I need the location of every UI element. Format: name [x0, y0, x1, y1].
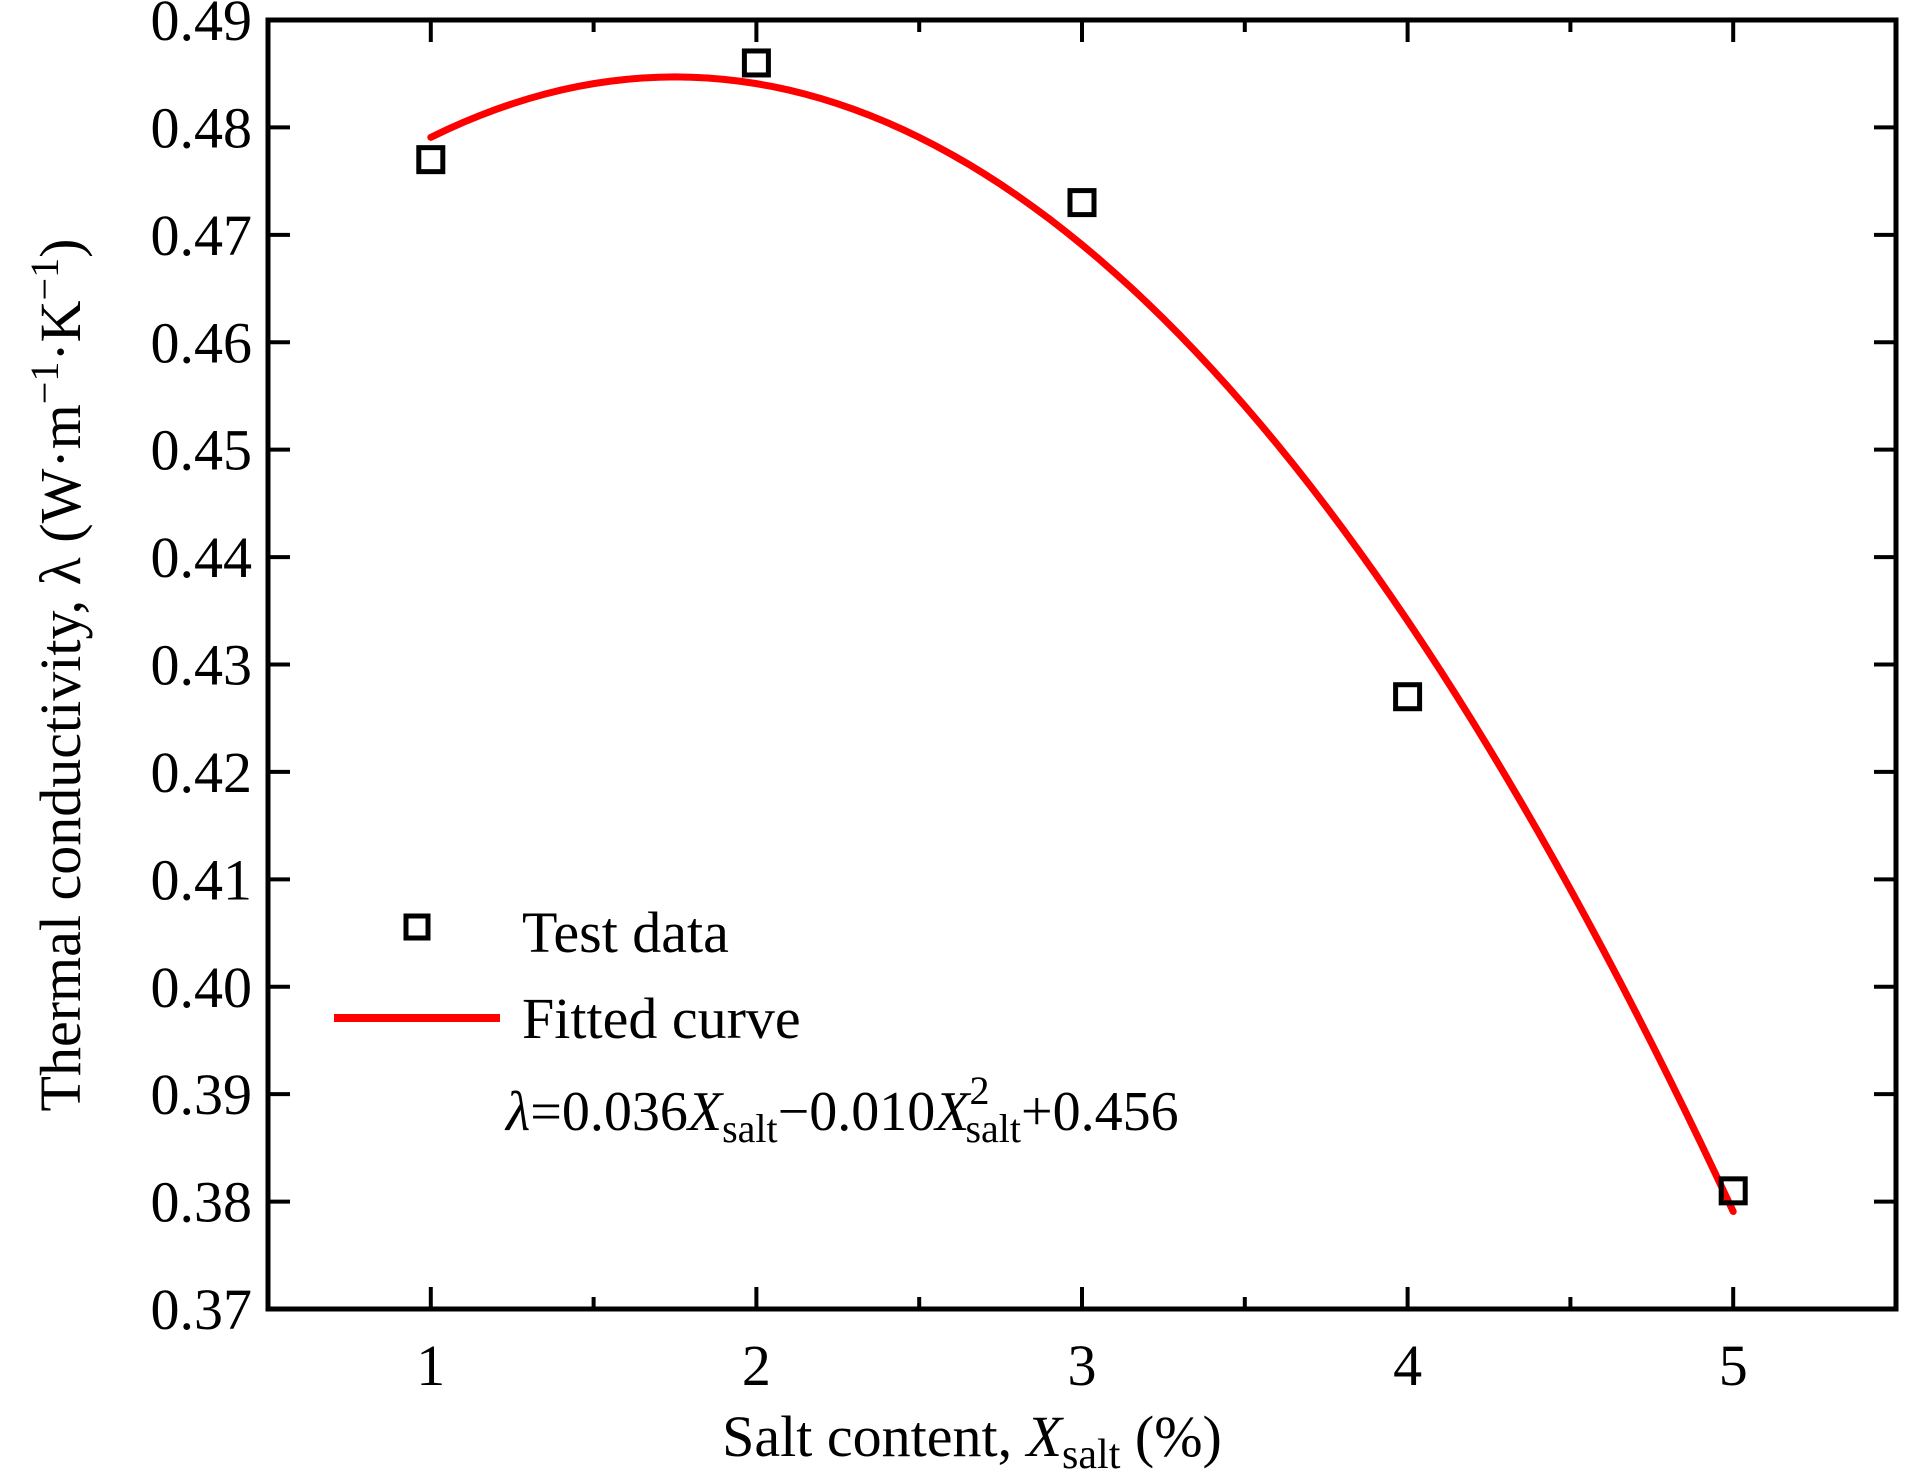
y-tick-label: 0.45 — [151, 418, 253, 483]
legend-label-test-data: Test data — [522, 900, 729, 965]
x-tick-label: 5 — [1719, 1333, 1748, 1398]
y-tick-label: 0.46 — [151, 310, 253, 375]
fitted-curve-line — [427, 73, 1737, 1216]
x-tick-label: 1 — [416, 1333, 445, 1398]
x-tick-label: 3 — [1068, 1333, 1097, 1398]
fit-equation: λ=0.036Xsalt−0.010X2 salt+0.456 — [504, 1068, 1179, 1151]
test-data-point — [1718, 1176, 1748, 1206]
y-tick-label: 0.48 — [151, 95, 253, 160]
x-axis-title: Salt content, Xsalt (%) — [722, 1404, 1222, 1478]
y-tick-label: 0.47 — [151, 203, 253, 268]
fitted-curve-group — [427, 73, 1737, 1216]
x-tick-label: 4 — [1393, 1333, 1422, 1398]
test-data-point — [416, 145, 446, 175]
legend-label-fitted-curve: Fitted curve — [522, 986, 801, 1051]
y-tick-label: 0.42 — [151, 740, 253, 805]
legend: Test data Fitted curve — [334, 900, 801, 1051]
axis-ticks: 1 2 3 4 5 0.37 0.38 0.39 0.40 0.41 0.42 0.43 0.44 0.4… — [151, 0, 1896, 1398]
y-tick-label: 0.43 — [151, 633, 253, 698]
y-tick-label: 0.37 — [151, 1277, 253, 1342]
y-tick-label: 0.49 — [151, 0, 253, 53]
y-tick-label: 0.40 — [151, 955, 253, 1020]
y-tick-label: 0.38 — [151, 1170, 253, 1235]
y-tick-label: 0.39 — [151, 1062, 253, 1127]
y-axis-title: Thermal conductivity, λ (W·m−1·K−1) — [22, 239, 93, 1112]
y-tick-label: 0.44 — [151, 525, 253, 590]
test-data-point — [1067, 188, 1097, 218]
test-data-points — [416, 48, 1748, 1206]
legend-marker-test-data — [403, 913, 431, 941]
y-tick-label: 0.41 — [151, 847, 253, 912]
test-data-point — [741, 48, 771, 78]
test-data-point — [1393, 682, 1423, 712]
x-tick-label: 2 — [742, 1333, 771, 1398]
